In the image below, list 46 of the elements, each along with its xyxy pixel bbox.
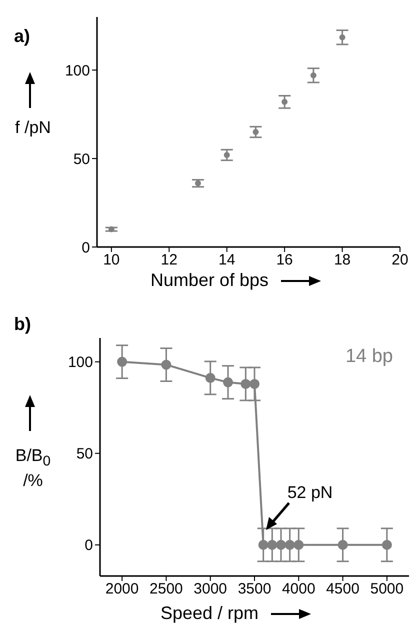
point	[223, 377, 234, 388]
y-tick-label: 100	[68, 354, 93, 372]
text: a)	[14, 26, 30, 47]
point	[267, 540, 278, 550]
point	[240, 378, 251, 389]
y-axis-title: f /pN	[14, 118, 52, 138]
x-tick-label: 5000	[370, 580, 404, 598]
x-axis-title: Speed / rpm	[160, 603, 259, 624]
y-axis-title: B/B$_{0}$ /%	[14, 446, 52, 492]
point	[161, 360, 172, 370]
point	[382, 540, 392, 550]
x-tick-label: 20	[392, 252, 408, 269]
x-tick-label: 3500	[238, 580, 272, 598]
point	[339, 34, 346, 40]
point	[338, 540, 348, 550]
y-tick-label: 100	[64, 62, 90, 80]
point	[108, 226, 114, 232]
point	[276, 540, 286, 550]
point	[205, 372, 216, 383]
x-tick-label: 18	[334, 252, 351, 269]
x-axis-title: Number of bps	[150, 270, 269, 291]
point	[252, 129, 259, 135]
annotation: 14 bp	[345, 346, 393, 368]
x-tick-label: 4500	[326, 580, 360, 598]
point	[117, 356, 128, 367]
x-tick-label: 16	[276, 252, 293, 269]
point	[282, 98, 288, 105]
point	[250, 378, 260, 389]
y-tick-label: 50	[73, 150, 90, 168]
x-tick-label: 2000	[105, 580, 139, 598]
y-tick-label: 0	[82, 239, 90, 256]
x-tick-label: 10	[103, 252, 120, 269]
x-tick-label: 2500	[150, 580, 183, 598]
annotation: 52 pN	[287, 482, 333, 503]
point	[284, 540, 295, 550]
chart-title: b)	[14, 314, 31, 335]
x-tick-label: 4000	[282, 580, 316, 598]
x-tick-label: 3000	[194, 580, 228, 598]
y-tick-label: 50	[76, 446, 93, 463]
point	[294, 540, 304, 550]
point	[224, 152, 230, 158]
point	[310, 72, 316, 78]
y-tick-label: 0	[84, 537, 93, 554]
x-tick-label: 12	[160, 252, 178, 269]
x-tick-label: 14	[218, 252, 236, 269]
point	[258, 540, 268, 550]
